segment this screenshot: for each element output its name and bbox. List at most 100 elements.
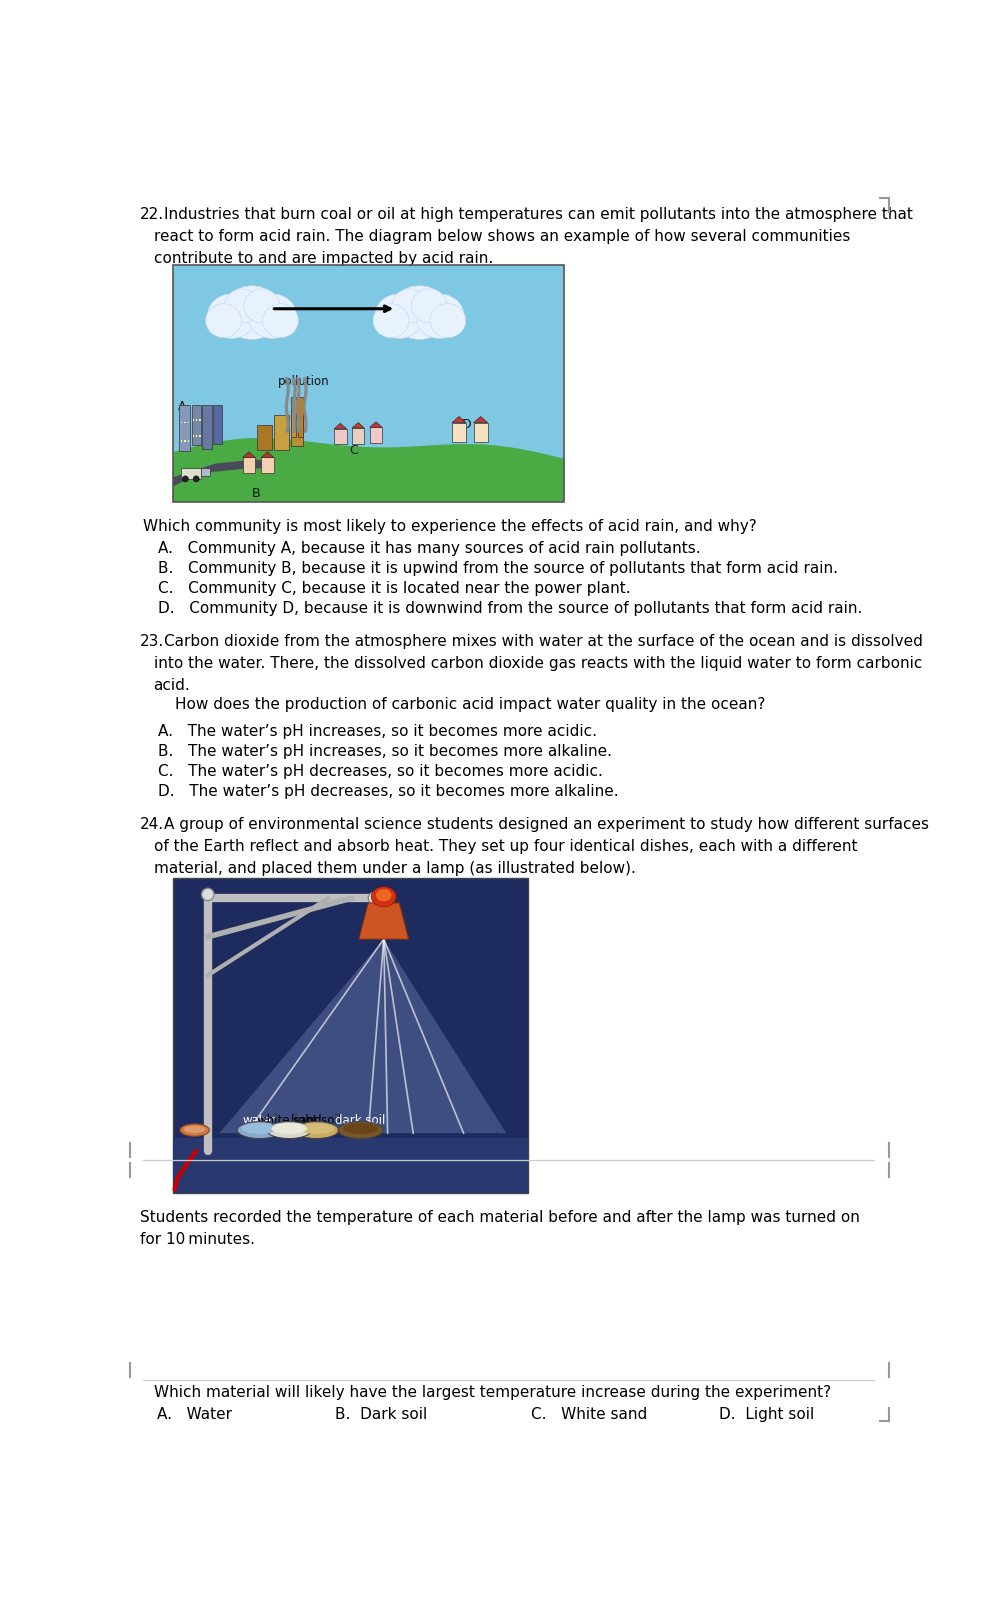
Bar: [193, 419, 195, 420]
Polygon shape: [474, 417, 488, 423]
Text: of the Earth reflect and absorb heat. They set up four identical dishes, each wi: of the Earth reflect and absorb heat. Th…: [154, 839, 857, 853]
Text: for 10 minutes.: for 10 minutes.: [140, 1232, 254, 1248]
Text: A.   The water’s pH increases, so it becomes more acidic.: A. The water’s pH increases, so it becom…: [158, 723, 597, 739]
Ellipse shape: [271, 1123, 307, 1134]
Text: 22.: 22.: [140, 207, 164, 221]
Bar: [242, 457, 255, 473]
Text: B.   The water’s pH increases, so it becomes more alkaline.: B. The water’s pH increases, so it becom…: [158, 744, 613, 759]
Text: dark soil: dark soil: [336, 1115, 385, 1128]
Bar: [452, 423, 466, 443]
Text: Carbon dioxide from the atmosphere mixes with water at the surface of the ocean : Carbon dioxide from the atmosphere mixes…: [165, 634, 923, 648]
Text: material, and placed them under a lamp (as illustrated below).: material, and placed them under a lamp (…: [154, 861, 636, 876]
Text: wind: wind: [398, 289, 429, 303]
Polygon shape: [303, 377, 308, 433]
Bar: [185, 439, 186, 443]
Text: white sand: white sand: [257, 1115, 322, 1128]
Text: A.   Community A, because it has many sources of acid rain pollutants.: A. Community A, because it has many sour…: [158, 541, 701, 557]
Circle shape: [183, 476, 189, 481]
Text: 23.: 23.: [140, 634, 164, 648]
Text: Industries that burn coal or oil at high temperatures can emit pollutants into t: Industries that burn coal or oil at high…: [165, 207, 914, 221]
Ellipse shape: [430, 303, 466, 337]
Polygon shape: [219, 938, 506, 1132]
Text: D.  Light soil: D. Light soil: [719, 1407, 814, 1423]
Bar: [274, 415, 289, 449]
Text: B.   Community B, because it is upwind from the source of pollutants that form a: B. Community B, because it is upwind fro…: [158, 561, 838, 576]
Polygon shape: [452, 417, 466, 423]
Polygon shape: [261, 452, 274, 457]
Ellipse shape: [415, 294, 464, 338]
Ellipse shape: [411, 289, 447, 322]
Text: water: water: [243, 1115, 277, 1128]
Text: wind: wind: [230, 289, 262, 303]
Bar: [188, 439, 190, 443]
Ellipse shape: [208, 294, 256, 338]
Bar: [181, 468, 201, 480]
Polygon shape: [296, 377, 301, 433]
Text: A: A: [178, 401, 186, 414]
Text: B: B: [252, 486, 260, 499]
Ellipse shape: [376, 889, 391, 901]
Ellipse shape: [244, 289, 280, 322]
Ellipse shape: [262, 303, 298, 337]
Text: How does the production of carbonic acid impact water quality in the ocean?: How does the production of carbonic acid…: [176, 698, 766, 712]
Text: into the water. There, the dissolved carbon dioxide gas reacts with the liquid w: into the water. There, the dissolved car…: [154, 656, 922, 670]
Text: C.   Community C, because it is located near the power plant.: C. Community C, because it is located ne…: [158, 581, 631, 597]
Ellipse shape: [343, 1123, 378, 1134]
Bar: [261, 457, 274, 473]
Ellipse shape: [242, 1123, 278, 1134]
Bar: [201, 468, 211, 476]
Ellipse shape: [184, 1126, 206, 1132]
Text: Students recorded the temperature of each material before and after the lamp was: Students recorded the temperature of eac…: [140, 1209, 860, 1225]
Ellipse shape: [224, 289, 260, 322]
Circle shape: [193, 476, 200, 481]
Text: 24.: 24.: [140, 816, 164, 832]
Ellipse shape: [338, 1121, 383, 1139]
Ellipse shape: [299, 1123, 335, 1134]
Bar: [291, 415, 303, 446]
Text: B.  Dark soil: B. Dark soil: [335, 1407, 427, 1423]
Bar: [185, 422, 186, 423]
Bar: [199, 419, 201, 420]
Text: C: C: [350, 444, 358, 457]
Circle shape: [202, 889, 214, 900]
Ellipse shape: [237, 1121, 282, 1139]
Bar: [369, 427, 382, 443]
Text: D.   The water’s pH decreases, so it becomes more alkaline.: D. The water’s pH decreases, so it becom…: [158, 784, 619, 799]
Ellipse shape: [206, 303, 241, 337]
Bar: [298, 396, 303, 436]
Text: Which material will likely have the largest temperature increase during the expe: Which material will likely have the larg…: [154, 1386, 831, 1400]
Bar: [213, 404, 221, 443]
Text: contribute to and are impacted by acid rain.: contribute to and are impacted by acid r…: [154, 250, 493, 266]
Bar: [352, 428, 364, 443]
Text: pollution: pollution: [278, 375, 330, 388]
Polygon shape: [292, 377, 297, 433]
Polygon shape: [173, 265, 564, 502]
Bar: [181, 422, 182, 423]
Bar: [196, 435, 198, 436]
Bar: [199, 435, 201, 436]
Bar: [203, 404, 213, 449]
Ellipse shape: [374, 294, 423, 338]
Text: C.   The water’s pH decreases, so it becomes more acidic.: C. The water’s pH decreases, so it becom…: [158, 764, 603, 780]
Bar: [335, 428, 347, 444]
Bar: [173, 265, 564, 502]
Polygon shape: [358, 903, 408, 938]
Ellipse shape: [221, 286, 283, 340]
Ellipse shape: [388, 286, 450, 340]
Bar: [173, 877, 528, 1193]
Ellipse shape: [373, 303, 409, 337]
Polygon shape: [173, 438, 564, 502]
Ellipse shape: [391, 289, 428, 322]
Text: light soil: light soil: [291, 1115, 342, 1128]
Text: A.   Water: A. Water: [157, 1407, 231, 1423]
Bar: [192, 404, 201, 444]
Bar: [196, 419, 198, 420]
Text: react to form acid rain. The diagram below shows an example of how several commu: react to form acid rain. The diagram bel…: [154, 229, 850, 244]
Text: D.   Community D, because it is downwind from the source of pollutants that form: D. Community D, because it is downwind f…: [158, 602, 863, 616]
Ellipse shape: [371, 887, 396, 906]
Ellipse shape: [248, 294, 297, 338]
Ellipse shape: [180, 1124, 210, 1136]
Polygon shape: [352, 422, 364, 428]
Bar: [179, 404, 190, 451]
Circle shape: [368, 892, 380, 905]
